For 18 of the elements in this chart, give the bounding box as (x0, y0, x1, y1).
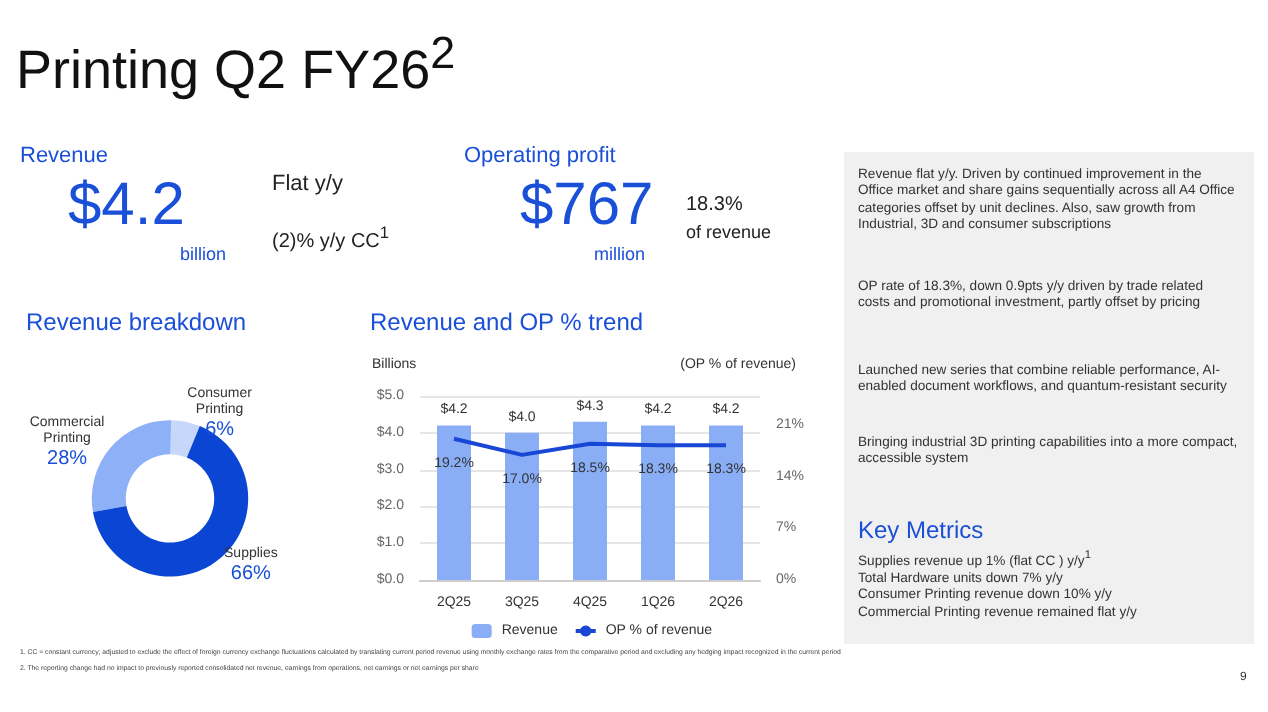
text: Key Metrics (858, 516, 984, 546)
text: Flat y/y (272, 172, 343, 198)
text: million (594, 244, 646, 265)
text: Revenue (20, 144, 109, 170)
text: Operating profit (464, 144, 616, 170)
data-label: 28% (47, 447, 88, 470)
text: billion (180, 244, 227, 265)
text: $767 (520, 172, 654, 241)
text: of revenue (686, 222, 772, 243)
data-label: 66% (230, 562, 272, 585)
text: (2)% y/y CC$^{1}$ (272, 222, 390, 254)
chart-title: Revenue and OP % trend (370, 308, 644, 336)
text: 18.3% (686, 194, 743, 217)
line-series (452, 436, 728, 457)
chart-title: Revenue breakdown (26, 308, 247, 336)
text: $4.2 (68, 172, 185, 241)
text: Printing Q2 FY26$^{2}$ (16, 28, 456, 102)
data-label: 6% (205, 418, 235, 441)
